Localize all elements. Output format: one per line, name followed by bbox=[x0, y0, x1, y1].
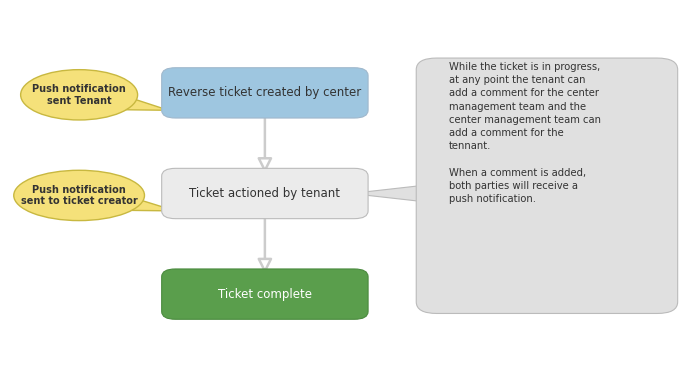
Polygon shape bbox=[351, 184, 437, 203]
FancyBboxPatch shape bbox=[162, 269, 368, 319]
FancyBboxPatch shape bbox=[416, 58, 678, 313]
FancyBboxPatch shape bbox=[162, 68, 368, 118]
FancyBboxPatch shape bbox=[162, 168, 368, 219]
Polygon shape bbox=[118, 193, 175, 211]
Ellipse shape bbox=[14, 170, 144, 221]
Text: While the ticket is in progress,
at any point the tenant can
add a comment for t: While the ticket is in progress, at any … bbox=[449, 62, 601, 204]
Polygon shape bbox=[114, 92, 169, 110]
Text: Ticket complete: Ticket complete bbox=[218, 288, 312, 301]
Text: Push notification
sent Tenant: Push notification sent Tenant bbox=[32, 84, 126, 106]
Ellipse shape bbox=[21, 70, 138, 120]
Text: Ticket actioned by tenant: Ticket actioned by tenant bbox=[189, 187, 341, 200]
Text: Push notification
sent to ticket creator: Push notification sent to ticket creator bbox=[21, 185, 138, 206]
Text: Reverse ticket created by center: Reverse ticket created by center bbox=[169, 86, 361, 99]
